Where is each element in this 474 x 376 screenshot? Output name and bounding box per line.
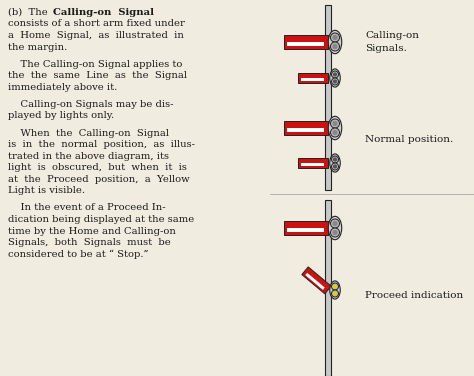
Bar (301, 163, 324, 166)
Circle shape (330, 42, 339, 51)
Circle shape (332, 130, 337, 135)
Text: a  Home  Signal,  as  illustrated  in: a Home Signal, as illustrated in (8, 31, 184, 40)
Bar (298, 158, 328, 168)
Circle shape (330, 228, 339, 237)
Bar (325, 200, 331, 376)
Text: dication being displayed at the same: dication being displayed at the same (8, 215, 194, 224)
Bar (302, 267, 331, 294)
Bar (325, 5, 331, 190)
Text: (b)  The: (b) The (8, 8, 54, 17)
Bar (287, 128, 324, 132)
Text: In the event of a Proceed In-: In the event of a Proceed In- (8, 203, 165, 212)
Bar (298, 73, 328, 83)
Text: played by lights only.: played by lights only. (8, 112, 114, 120)
Bar (284, 221, 328, 235)
Circle shape (331, 71, 338, 78)
Bar (301, 78, 324, 81)
Bar (284, 121, 328, 135)
Circle shape (330, 219, 339, 228)
Text: Light is visible.: Light is visible. (8, 186, 85, 195)
Bar (287, 42, 324, 47)
Text: Calling-on  Signal: Calling-on Signal (53, 8, 154, 17)
Circle shape (332, 121, 337, 126)
Circle shape (333, 158, 337, 162)
Text: Signals,  both  Signals  must  be: Signals, both Signals must be (8, 238, 171, 247)
Ellipse shape (330, 69, 340, 87)
Text: is  in  the  normal  position,  as  illus-: is in the normal position, as illus- (8, 140, 195, 149)
Circle shape (333, 291, 337, 296)
Text: immediately above it.: immediately above it. (8, 83, 117, 92)
Ellipse shape (328, 30, 342, 54)
Text: Normal position.: Normal position. (365, 135, 453, 144)
Circle shape (332, 35, 337, 40)
Circle shape (333, 284, 337, 289)
Circle shape (332, 221, 337, 226)
Bar (284, 35, 328, 49)
Text: light  is  obscured,  but  when  it  is: light is obscured, but when it is (8, 163, 187, 172)
Ellipse shape (330, 154, 340, 172)
Circle shape (331, 290, 338, 297)
Bar (305, 273, 325, 290)
Circle shape (333, 164, 337, 168)
Text: When  the  Calling-on  Signal: When the Calling-on Signal (8, 129, 169, 138)
Circle shape (332, 44, 337, 49)
Circle shape (330, 128, 339, 137)
Ellipse shape (328, 116, 342, 140)
Circle shape (333, 79, 337, 83)
Circle shape (330, 119, 339, 128)
Circle shape (333, 73, 337, 77)
Text: the  the  same  Line  as  the  Signal: the the same Line as the Signal (8, 71, 187, 80)
Circle shape (331, 156, 338, 163)
Circle shape (331, 78, 338, 85)
Text: consists of a short arm fixed under: consists of a short arm fixed under (8, 20, 185, 29)
Text: trated in the above diagram, its: trated in the above diagram, its (8, 152, 169, 161)
Ellipse shape (330, 281, 340, 299)
Circle shape (331, 163, 338, 170)
Text: The Calling-on Signal applies to: The Calling-on Signal applies to (8, 60, 182, 69)
Circle shape (332, 230, 337, 235)
Ellipse shape (328, 216, 342, 240)
Text: Calling-on Signals may be dis-: Calling-on Signals may be dis- (8, 100, 173, 109)
Bar (287, 228, 324, 232)
Text: Calling-on
Signals.: Calling-on Signals. (365, 31, 419, 53)
Circle shape (330, 33, 339, 42)
Text: considered to be at “ Stop.”: considered to be at “ Stop.” (8, 250, 148, 259)
Text: the margin.: the margin. (8, 42, 67, 52)
Circle shape (331, 283, 338, 290)
Text: time by the Home and Calling-on: time by the Home and Calling-on (8, 226, 176, 235)
Text: at  the  Proceed  position,  a  Yellow: at the Proceed position, a Yellow (8, 175, 190, 184)
Text: Proceed indication: Proceed indication (365, 291, 463, 300)
